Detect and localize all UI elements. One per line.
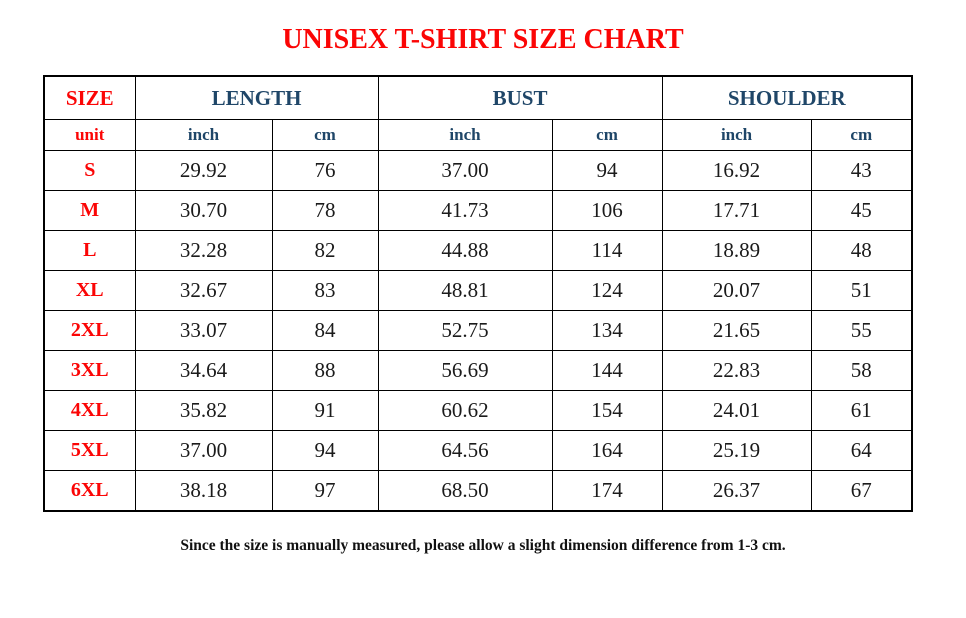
unit-shoulder-cm: cm — [810, 119, 913, 151]
shoulder-inch-cell: 22.83 — [661, 350, 812, 391]
bust-cm-cell: 174 — [551, 470, 663, 512]
unit-length-cm: cm — [271, 119, 379, 151]
size-cell: 6XL — [43, 470, 136, 512]
length-inch-cell: 33.07 — [134, 310, 273, 351]
table-row: L 32.28 82 44.88 114 18.89 48 — [43, 230, 913, 271]
shoulder-inch-cell: 18.89 — [661, 230, 812, 271]
size-cell: 5XL — [43, 430, 136, 471]
length-inch-cell: 32.67 — [134, 270, 273, 311]
length-inch-cell: 37.00 — [134, 430, 273, 471]
length-inch-cell: 32.28 — [134, 230, 273, 271]
table-row: 6XL 38.18 97 68.50 174 26.37 67 — [43, 470, 913, 512]
table-row: 3XL 34.64 88 56.69 144 22.83 58 — [43, 350, 913, 391]
size-cell: S — [43, 150, 136, 191]
bust-cm-cell: 106 — [551, 190, 663, 231]
length-inch-cell: 29.92 — [134, 150, 273, 191]
table-row: M 30.70 78 41.73 106 17.71 45 — [43, 190, 913, 231]
length-cm-cell: 91 — [271, 390, 379, 431]
length-cm-cell: 82 — [271, 230, 379, 271]
size-cell: 3XL — [43, 350, 136, 391]
size-cell: M — [43, 190, 136, 231]
table-row: 5XL 37.00 94 64.56 164 25.19 64 — [43, 430, 913, 471]
bust-cm-cell: 164 — [551, 430, 663, 471]
length-cm-cell: 88 — [271, 350, 379, 391]
length-cm-cell: 84 — [271, 310, 379, 351]
shoulder-cm-cell: 45 — [810, 190, 913, 231]
bust-inch-cell: 64.56 — [377, 430, 553, 471]
bust-cm-cell: 94 — [551, 150, 663, 191]
size-cell: 4XL — [43, 390, 136, 431]
col-header-bust: BUST — [377, 75, 663, 120]
table-row: 2XL 33.07 84 52.75 134 21.65 55 — [43, 310, 913, 351]
shoulder-cm-cell: 48 — [810, 230, 913, 271]
bust-inch-cell: 68.50 — [377, 470, 553, 512]
shoulder-inch-cell: 25.19 — [661, 430, 812, 471]
shoulder-cm-cell: 55 — [810, 310, 913, 351]
col-header-length: LENGTH — [134, 75, 379, 120]
size-chart-table: SIZE LENGTH BUST SHOULDER unit inch cm i… — [43, 75, 914, 512]
shoulder-cm-cell: 58 — [810, 350, 913, 391]
shoulder-inch-cell: 24.01 — [661, 390, 812, 431]
bust-inch-cell: 56.69 — [377, 350, 553, 391]
shoulder-inch-cell: 20.07 — [661, 270, 812, 311]
length-cm-cell: 83 — [271, 270, 379, 311]
size-cell: 2XL — [43, 310, 136, 351]
shoulder-inch-cell: 21.65 — [661, 310, 812, 351]
group-header-row: SIZE LENGTH BUST SHOULDER — [43, 75, 913, 120]
length-inch-cell: 34.64 — [134, 350, 273, 391]
length-inch-cell: 30.70 — [134, 190, 273, 231]
bust-cm-cell: 124 — [551, 270, 663, 311]
unit-label: unit — [43, 119, 136, 151]
shoulder-inch-cell: 17.71 — [661, 190, 812, 231]
unit-bust-cm: cm — [551, 119, 663, 151]
shoulder-inch-cell: 16.92 — [661, 150, 812, 191]
col-header-shoulder: SHOULDER — [661, 75, 913, 120]
bust-cm-cell: 114 — [551, 230, 663, 271]
bust-inch-cell: 52.75 — [377, 310, 553, 351]
length-cm-cell: 97 — [271, 470, 379, 512]
table-row: 4XL 35.82 91 60.62 154 24.01 61 — [43, 390, 913, 431]
bust-inch-cell: 48.81 — [377, 270, 553, 311]
length-inch-cell: 35.82 — [134, 390, 273, 431]
shoulder-cm-cell: 61 — [810, 390, 913, 431]
bust-cm-cell: 134 — [551, 310, 663, 351]
bust-cm-cell: 154 — [551, 390, 663, 431]
footnote: Since the size is manually measured, ple… — [180, 537, 786, 554]
table-row: S 29.92 76 37.00 94 16.92 43 — [43, 150, 913, 191]
bust-inch-cell: 60.62 — [377, 390, 553, 431]
length-inch-cell: 38.18 — [134, 470, 273, 512]
shoulder-cm-cell: 67 — [810, 470, 913, 512]
unit-header-row: unit inch cm inch cm inch cm — [43, 119, 913, 151]
length-cm-cell: 94 — [271, 430, 379, 471]
bust-inch-cell: 37.00 — [377, 150, 553, 191]
unit-bust-inch: inch — [377, 119, 553, 151]
size-cell: L — [43, 230, 136, 271]
size-cell: XL — [43, 270, 136, 311]
page-title: UNISEX T-SHIRT SIZE CHART — [282, 24, 684, 55]
length-cm-cell: 78 — [271, 190, 379, 231]
unit-length-inch: inch — [134, 119, 273, 151]
bust-cm-cell: 144 — [551, 350, 663, 391]
bust-inch-cell: 41.73 — [377, 190, 553, 231]
unit-shoulder-inch: inch — [661, 119, 812, 151]
shoulder-cm-cell: 64 — [810, 430, 913, 471]
bust-inch-cell: 44.88 — [377, 230, 553, 271]
shoulder-cm-cell: 51 — [810, 270, 913, 311]
length-cm-cell: 76 — [271, 150, 379, 191]
table-row: XL 32.67 83 48.81 124 20.07 51 — [43, 270, 913, 311]
col-header-size: SIZE — [43, 75, 136, 120]
shoulder-inch-cell: 26.37 — [661, 470, 812, 512]
shoulder-cm-cell: 43 — [810, 150, 913, 191]
